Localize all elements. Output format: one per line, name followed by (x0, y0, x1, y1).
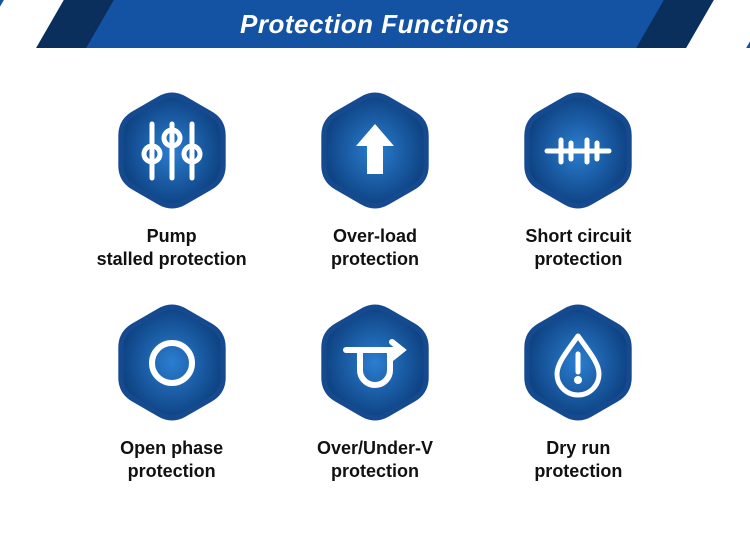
header-stripe-right (630, 0, 750, 48)
card-label: Open phase protection (120, 437, 223, 482)
card-dry-run: Dry run protection (497, 300, 660, 482)
over-under-v-icon (340, 328, 410, 398)
overload-icon (340, 116, 410, 186)
protection-grid: Pump stalled protection Over-load protec… (0, 48, 750, 512)
card-open-phase: Open phase protection (90, 300, 253, 482)
card-short-circuit: Short circuit protection (497, 88, 660, 270)
card-overload: Over-load protection (293, 88, 456, 270)
hexagon (310, 88, 440, 213)
hexagon (310, 300, 440, 425)
hexagon (513, 88, 643, 213)
dry-run-icon (543, 328, 613, 398)
header-stripe-left (0, 0, 120, 48)
hexagon (513, 300, 643, 425)
card-label: Dry run protection (534, 437, 622, 482)
card-over-under-v: Over/Under-V protection (293, 300, 456, 482)
header-bar: Protection Functions (0, 0, 750, 48)
card-pump-stalled: Pump stalled protection (90, 88, 253, 270)
hexagon (107, 300, 237, 425)
hexagon (107, 88, 237, 213)
card-label: Pump stalled protection (97, 225, 247, 270)
pump-stalled-icon (137, 116, 207, 186)
page-title: Protection Functions (240, 9, 510, 40)
open-phase-icon (137, 328, 207, 398)
card-label: Short circuit protection (525, 225, 631, 270)
card-label: Over/Under-V protection (317, 437, 433, 482)
short-circuit-icon (543, 116, 613, 186)
card-label: Over-load protection (331, 225, 419, 270)
